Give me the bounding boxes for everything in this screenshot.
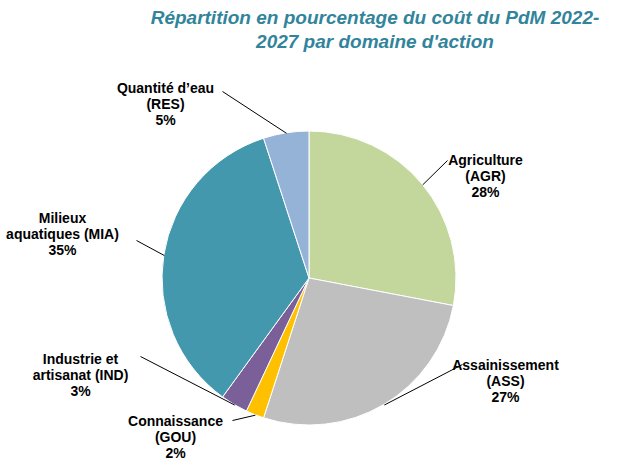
svg-text:Milieuxaquatiques (MIA)35%: Milieuxaquatiques (MIA)35%	[6, 210, 119, 258]
svg-text:Industrie etartisanat (IND)3%: Industrie etartisanat (IND)3%	[33, 351, 129, 399]
svg-text:Connaissance(GOU)2%: Connaissance(GOU)2%	[128, 413, 223, 461]
svg-text:Quantité d’eau(RES)5%: Quantité d’eau(RES)5%	[117, 80, 214, 128]
html-text:Répartition en pourcentage du: Répartition en pourcentage du coût du Pd…	[150, 7, 600, 52]
svg-text:Agriculture(AGR)28%: Agriculture(AGR)28%	[448, 152, 523, 200]
svg-text:Assainissement(ASS)27%: Assainissement(ASS)27%	[452, 357, 559, 405]
